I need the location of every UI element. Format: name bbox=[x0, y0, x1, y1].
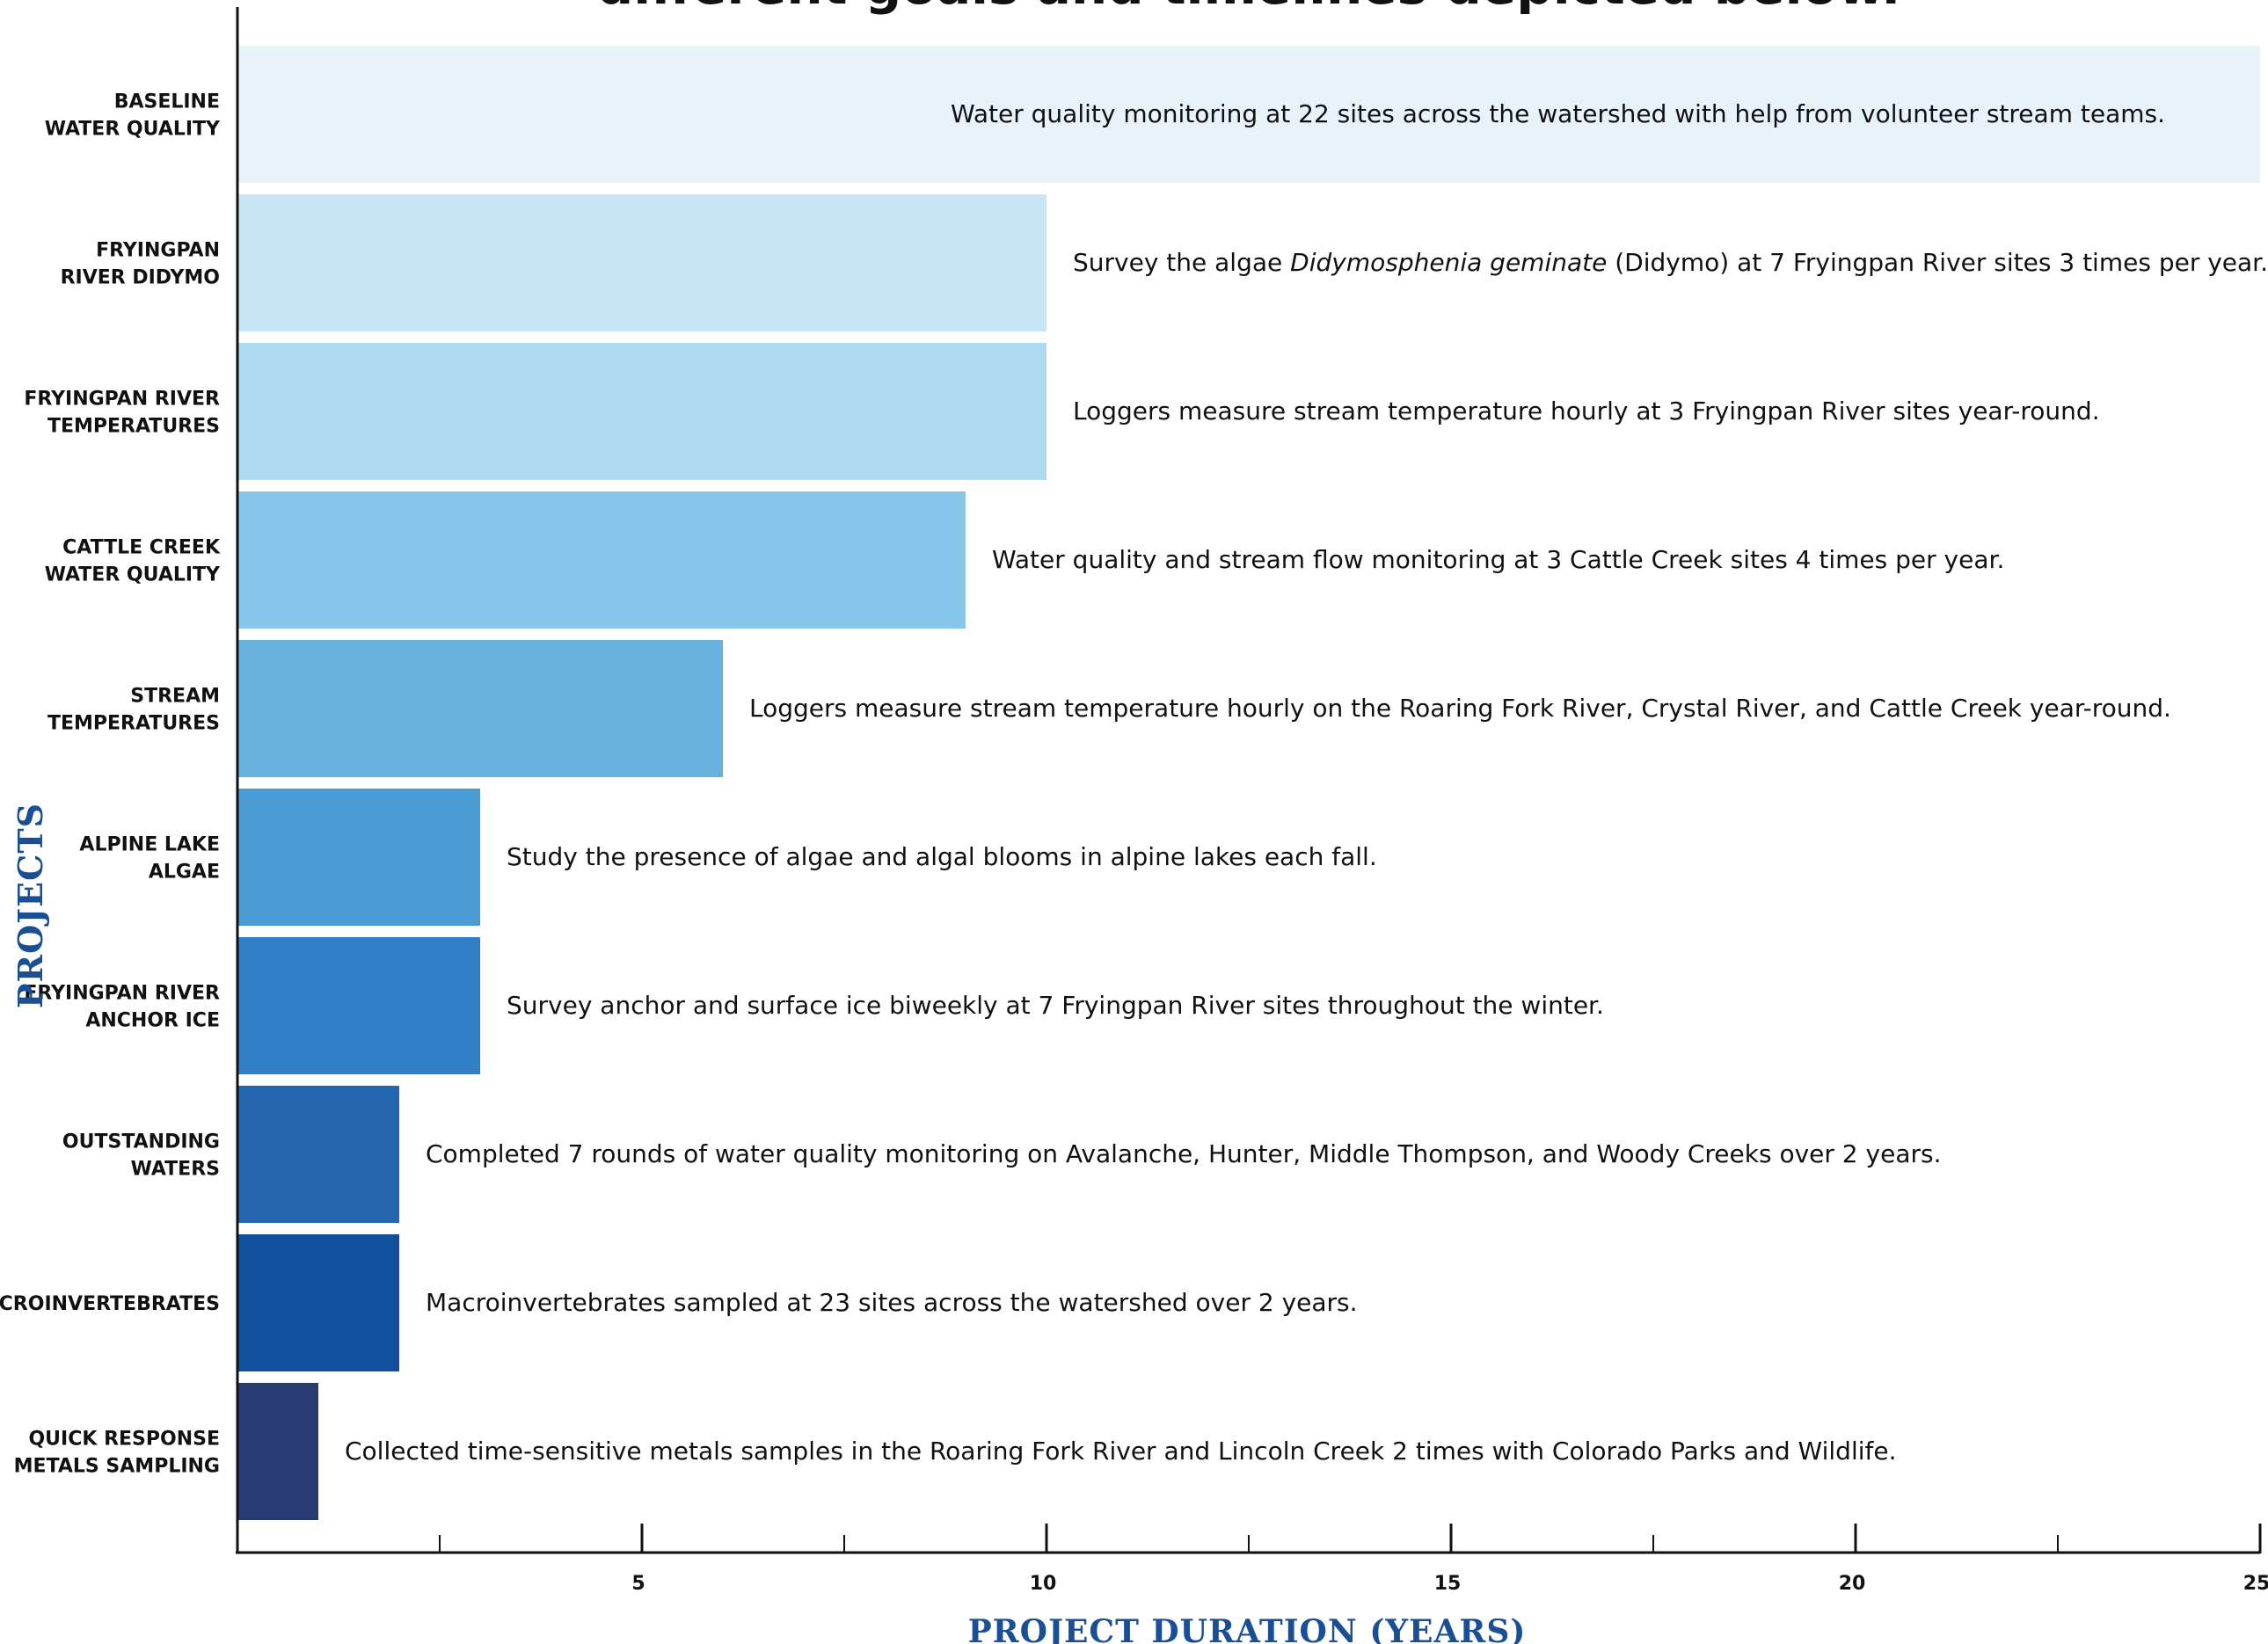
annotation-segment: Survey anchor and surface ice biweekly a… bbox=[507, 991, 1604, 1020]
annotation-segment: Water quality monitoring at 22 sites acr… bbox=[951, 99, 2165, 128]
bar bbox=[238, 194, 1046, 331]
bar bbox=[238, 46, 2260, 183]
annotation-segment: Completed 7 rounds of water quality moni… bbox=[426, 1139, 1941, 1168]
data-annotation: Survey the algae Didymosphenia geminate … bbox=[1073, 248, 2268, 277]
category-label: TEMPERATURES bbox=[47, 713, 220, 735]
annotation-segment: Collected time-sensitive metals samples … bbox=[345, 1437, 1897, 1466]
annotation-labels-group: Water quality monitoring at 22 sites acr… bbox=[345, 99, 2268, 1466]
category-label: QUICK RESPONSE bbox=[28, 1429, 220, 1451]
x-axis-ticks-group: 5 10 15 20 25 bbox=[439, 1524, 2268, 1595]
category-label: OUTSTANDING bbox=[62, 1131, 220, 1153]
annotation-segment: (Didymo) at 7 Fryingpan River sites 3 ti… bbox=[1607, 248, 2268, 277]
category-label: METALS SAMPLING bbox=[14, 1456, 220, 1478]
bar bbox=[238, 491, 966, 629]
category-label: STREAM bbox=[130, 686, 220, 708]
annotation-segment: Macroinvertebrates sampled at 23 sites a… bbox=[426, 1288, 1358, 1317]
annotation-segment: Study the presence of algae and algal bl… bbox=[507, 842, 1377, 871]
category-label: ALPINE LAKE bbox=[79, 834, 220, 856]
category-label: FRYINGPAN bbox=[96, 240, 220, 262]
bar bbox=[238, 343, 1046, 480]
data-annotation: Water quality monitoring at 22 sites acr… bbox=[951, 99, 2165, 128]
data-annotation: Water quality and stream flow monitoring… bbox=[992, 545, 2004, 574]
data-annotation: Macroinvertebrates sampled at 23 sites a… bbox=[426, 1288, 1358, 1317]
category-label: WATER QUALITY bbox=[45, 119, 221, 141]
bar bbox=[238, 937, 480, 1074]
category-label: RIVER DIDYMO bbox=[61, 267, 220, 289]
category-label: TEMPERATURES bbox=[47, 416, 220, 438]
chart-title: different goals and timelines depicted b… bbox=[597, 0, 1900, 16]
bar bbox=[238, 1234, 399, 1371]
x-tick-label: 5 bbox=[631, 1573, 645, 1595]
category-label: WATER QUALITY bbox=[45, 564, 221, 586]
annotation-segment: Survey the algae bbox=[1073, 248, 1290, 277]
category-label: FRYINGPAN RIVER bbox=[24, 389, 220, 411]
category-label: BASELINE bbox=[114, 91, 220, 113]
data-annotation: Survey anchor and surface ice biweekly a… bbox=[507, 991, 1604, 1020]
annotation-segment: Water quality and stream flow monitoring… bbox=[992, 545, 2004, 574]
category-label: ANCHOR ICE bbox=[85, 1010, 220, 1032]
y-axis-title: PROJECTS bbox=[11, 803, 50, 1008]
annotation-segment: Loggers measure stream temperature hourl… bbox=[1073, 396, 2100, 426]
category-label: ALGAE bbox=[149, 862, 220, 884]
data-annotation: Loggers measure stream temperature hourl… bbox=[1073, 396, 2100, 426]
bar bbox=[238, 1086, 399, 1223]
data-annotation: Completed 7 rounds of water quality moni… bbox=[426, 1139, 1941, 1168]
data-annotation: Study the presence of algae and algal bl… bbox=[507, 842, 1377, 871]
category-label: MACROINVERTEBRATES bbox=[0, 1293, 220, 1315]
bar bbox=[238, 640, 723, 777]
category-labels-group: BASELINE WATER QUALITY FRYINGPAN RIVER DIDY… bbox=[0, 91, 221, 1478]
x-axis-title: PROJECT DURATION (YEARS) bbox=[968, 1613, 1527, 1644]
x-tick-label: 20 bbox=[1839, 1573, 1866, 1595]
category-label: FRYINGPAN RIVER bbox=[24, 983, 220, 1005]
category-label: CATTLE CREEK bbox=[62, 537, 221, 559]
annotation-segment: Didymosphenia geminate bbox=[1290, 248, 1607, 277]
x-tick-label: 10 bbox=[1030, 1573, 1057, 1595]
category-label: WATERS bbox=[131, 1159, 220, 1181]
bar bbox=[238, 1383, 318, 1520]
data-annotation: Loggers measure stream temperature hourl… bbox=[749, 694, 2171, 723]
data-annotation: Collected time-sensitive metals samples … bbox=[345, 1437, 1897, 1466]
x-tick-label: 15 bbox=[1434, 1573, 1462, 1595]
annotation-segment: Loggers measure stream temperature hourl… bbox=[749, 694, 2171, 723]
x-tick-label: 25 bbox=[2243, 1573, 2268, 1595]
bars-group bbox=[238, 46, 2260, 1520]
bar bbox=[238, 789, 480, 926]
